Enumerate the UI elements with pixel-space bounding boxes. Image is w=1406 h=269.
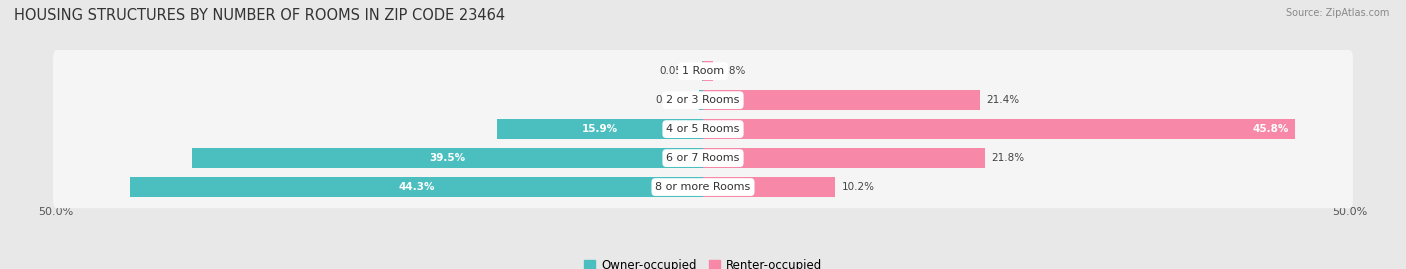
Bar	[498, 119, 703, 139]
Text: HOUSING STRUCTURES BY NUMBER OF ROOMS IN ZIP CODE 23464: HOUSING STRUCTURES BY NUMBER OF ROOMS IN…	[14, 8, 505, 23]
Text: 4 or 5 Rooms: 4 or 5 Rooms	[666, 124, 740, 134]
Text: 15.9%: 15.9%	[582, 124, 619, 134]
Bar	[703, 119, 1295, 139]
Text: 2 or 3 Rooms: 2 or 3 Rooms	[666, 95, 740, 105]
Text: 0.34%: 0.34%	[655, 95, 689, 105]
Text: 6 or 7 Rooms: 6 or 7 Rooms	[666, 153, 740, 163]
Text: 0.8%: 0.8%	[720, 66, 747, 76]
Text: Source: ZipAtlas.com: Source: ZipAtlas.com	[1285, 8, 1389, 18]
Text: 21.4%: 21.4%	[986, 95, 1019, 105]
Bar	[129, 177, 703, 197]
FancyBboxPatch shape	[53, 137, 1353, 179]
FancyBboxPatch shape	[53, 108, 1353, 150]
Text: 1 Room: 1 Room	[682, 66, 724, 76]
Text: 44.3%: 44.3%	[398, 182, 434, 192]
Bar	[703, 61, 713, 81]
FancyBboxPatch shape	[53, 166, 1353, 208]
FancyBboxPatch shape	[53, 79, 1353, 121]
Text: 45.8%: 45.8%	[1253, 124, 1289, 134]
Text: 10.2%: 10.2%	[841, 182, 875, 192]
Text: 39.5%: 39.5%	[429, 153, 465, 163]
Bar	[193, 148, 703, 168]
Bar	[699, 90, 703, 110]
Text: 0.05%: 0.05%	[659, 66, 692, 76]
Legend: Owner-occupied, Renter-occupied: Owner-occupied, Renter-occupied	[579, 254, 827, 269]
Text: 21.8%: 21.8%	[991, 153, 1025, 163]
Bar	[703, 148, 986, 168]
Bar	[703, 90, 980, 110]
FancyBboxPatch shape	[53, 50, 1353, 92]
Text: 8 or more Rooms: 8 or more Rooms	[655, 182, 751, 192]
Bar	[703, 177, 835, 197]
